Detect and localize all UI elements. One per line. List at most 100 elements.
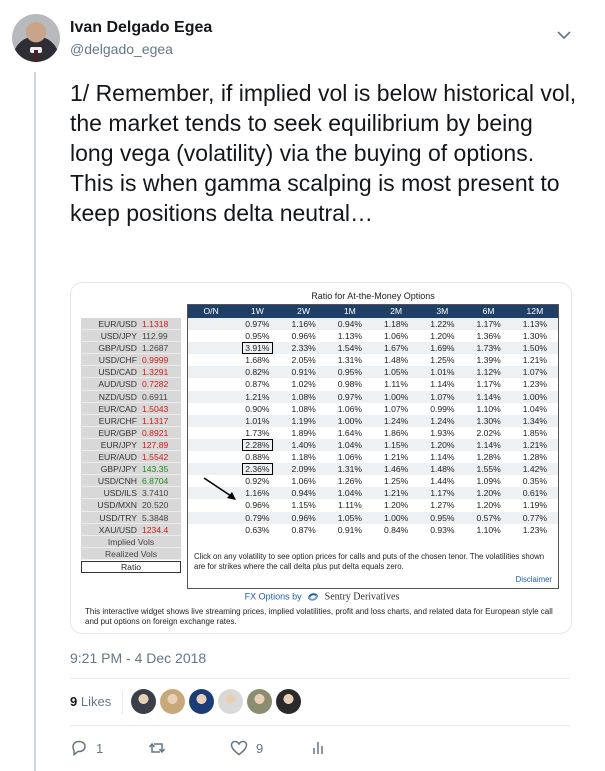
ratio-cell[interactable] (188, 439, 234, 451)
ratio-cell[interactable]: 1.46% (373, 463, 419, 475)
ratio-cell[interactable]: 1.23% (512, 378, 558, 390)
ratio-cell[interactable]: 1.44% (419, 475, 465, 487)
ratio-cell[interactable]: 1.24% (419, 415, 465, 427)
ratio-cell[interactable]: 0.77% (512, 512, 558, 524)
ratio-cell[interactable]: 1.08% (281, 391, 327, 403)
ratio-cell[interactable]: 1.30% (466, 415, 512, 427)
ratio-cell[interactable]: 0.91% (327, 524, 373, 536)
ratio-cell[interactable]: 1.19% (512, 499, 558, 511)
ratio-cell[interactable]: 1.14% (466, 391, 512, 403)
ratio-cell[interactable]: 2.05% (281, 354, 327, 366)
ratio-cell[interactable]: 1.13% (512, 318, 558, 330)
ratio-cell[interactable]: 1.06% (281, 475, 327, 487)
ratio-cell[interactable]: 1.22% (419, 318, 465, 330)
ratio-cell[interactable]: 1.50% (512, 342, 558, 354)
ratio-cell[interactable]: 0.79% (234, 512, 280, 524)
ratio-cell[interactable]: 1.48% (373, 354, 419, 366)
ratio-cell[interactable]: 1.05% (327, 512, 373, 524)
liker-avatar[interactable] (160, 689, 185, 714)
ratio-cell[interactable]: 0.35% (512, 475, 558, 487)
ratio-cell[interactable]: 0.91% (281, 366, 327, 378)
ratio-cell[interactable]: 1.67% (373, 342, 419, 354)
ratio-cell[interactable]: 1.17% (419, 487, 465, 499)
ratio-cell[interactable]: 1.17% (466, 318, 512, 330)
ratio-cell[interactable]: 0.94% (281, 487, 327, 499)
ratio-cell[interactable]: 1.86% (373, 427, 419, 439)
likes-summary[interactable]: 9 Likes (70, 694, 111, 709)
ratio-cell[interactable]: 1.25% (419, 354, 465, 366)
ratio-cell[interactable]: 1.00% (373, 391, 419, 403)
ratio-cell[interactable]: 1.31% (327, 354, 373, 366)
ratio-cell[interactable]: 1.01% (234, 415, 280, 427)
ratio-cell[interactable]: 1.34% (512, 415, 558, 427)
ratio-cell[interactable]: 1.21% (512, 354, 558, 366)
pair-row[interactable]: EUR/CHF 1.1317 (81, 414, 181, 427)
pair-row[interactable]: EUR/CAD 1.5043 (81, 402, 181, 415)
ratio-cell[interactable]: 2.02% (466, 427, 512, 439)
pair-row[interactable]: EUR/JPY 127.89 (81, 438, 181, 452)
ratio-cell[interactable]: 0.88% (234, 451, 280, 463)
pair-row[interactable]: EUR/AUD 1.5542 (81, 451, 181, 464)
disclaimer-link[interactable]: Disclaimer (515, 575, 552, 584)
ratio-cell[interactable]: 1.20% (466, 487, 512, 499)
pair-row[interactable]: AUD/USD 0.7282 (81, 378, 181, 391)
ratio-cell[interactable]: 1.07% (373, 403, 419, 415)
pair-row[interactable]: GBP/JPY 143.35 (81, 463, 181, 476)
implied-vols-toggle[interactable]: Implied Vols (81, 535, 181, 548)
ratio-cell[interactable] (188, 391, 234, 403)
ratio-cell[interactable]: 1.11% (373, 378, 419, 390)
ratio-cell[interactable]: 1.01% (419, 366, 465, 378)
ratio-cell[interactable]: 2.09% (281, 463, 327, 475)
reply-action[interactable]: 1 (70, 739, 103, 757)
pair-row[interactable]: USD/ILS 3.7410 (81, 487, 181, 500)
pair-row[interactable]: NZD/USD 0.6911 (81, 390, 181, 403)
ratio-cell[interactable]: 1.15% (281, 499, 327, 511)
ratio-cell[interactable]: 1.14% (419, 451, 465, 463)
ratio-cell[interactable]: 0.97% (234, 318, 280, 330)
ratio-cell[interactable]: 1.20% (419, 330, 465, 342)
ratio-cell[interactable]: 1.04% (327, 439, 373, 451)
ratio-cell[interactable]: 1.48% (419, 463, 465, 475)
ratio-cell[interactable] (188, 524, 234, 536)
ratio-cell[interactable] (188, 330, 234, 342)
ratio-cell[interactable]: 1.42% (512, 463, 558, 475)
ratio-cell[interactable]: 0.57% (466, 512, 512, 524)
analytics-action[interactable] (310, 739, 328, 757)
ratio-cell[interactable] (188, 378, 234, 390)
ratio-cell[interactable]: 1.16% (234, 487, 280, 499)
ratio-cell[interactable]: 0.87% (234, 378, 280, 390)
ratio-cell[interactable]: 1.64% (327, 427, 373, 439)
ratio-cell[interactable]: 1.19% (281, 415, 327, 427)
ratio-cell[interactable]: 1.40% (281, 439, 327, 451)
ratio-cell[interactable]: 1.69% (419, 342, 465, 354)
ratio-cell[interactable]: 1.39% (466, 354, 512, 366)
ratio-cell[interactable] (188, 451, 234, 463)
liker-avatar[interactable] (218, 689, 243, 714)
ratio-cell[interactable]: 1.89% (281, 427, 327, 439)
liker-avatar[interactable] (276, 689, 301, 714)
ratio-cell[interactable]: 0.96% (234, 499, 280, 511)
ratio-cell[interactable]: 1.12% (466, 366, 512, 378)
ratio-cell[interactable]: 1.18% (373, 318, 419, 330)
realized-vols-toggle[interactable]: Realized Vols (81, 547, 181, 560)
ratio-cell[interactable] (188, 415, 234, 427)
ratio-cell[interactable]: 0.96% (281, 512, 327, 524)
ratio-toggle[interactable]: Ratio (81, 560, 181, 573)
ratio-cell[interactable]: 1.23% (512, 524, 558, 536)
ratio-cell[interactable]: 1.20% (466, 499, 512, 511)
ratio-cell[interactable]: 1.68% (234, 354, 280, 366)
ratio-cell[interactable]: 1.07% (419, 391, 465, 403)
pair-row[interactable]: USD/CHF 0.9999 (81, 354, 181, 367)
pair-row[interactable]: EUR/USD 1.1318 (81, 318, 181, 331)
ratio-cell[interactable]: 1.93% (419, 427, 465, 439)
ratio-cell[interactable]: 0.82% (234, 366, 280, 378)
ratio-cell[interactable]: 0.95% (234, 330, 280, 342)
ratio-cell[interactable]: 3.91% (234, 342, 280, 355)
ratio-cell[interactable] (188, 366, 234, 378)
pair-row[interactable]: USD/JPY 112.99 (81, 330, 181, 343)
pair-row[interactable]: USD/CNH 6.8704 (81, 475, 181, 488)
ratio-cell[interactable]: 1.02% (281, 378, 327, 390)
ratio-cell[interactable]: 1.00% (512, 391, 558, 403)
ratio-cell[interactable]: 1.14% (466, 439, 512, 451)
ratio-cell[interactable]: 1.15% (373, 439, 419, 451)
